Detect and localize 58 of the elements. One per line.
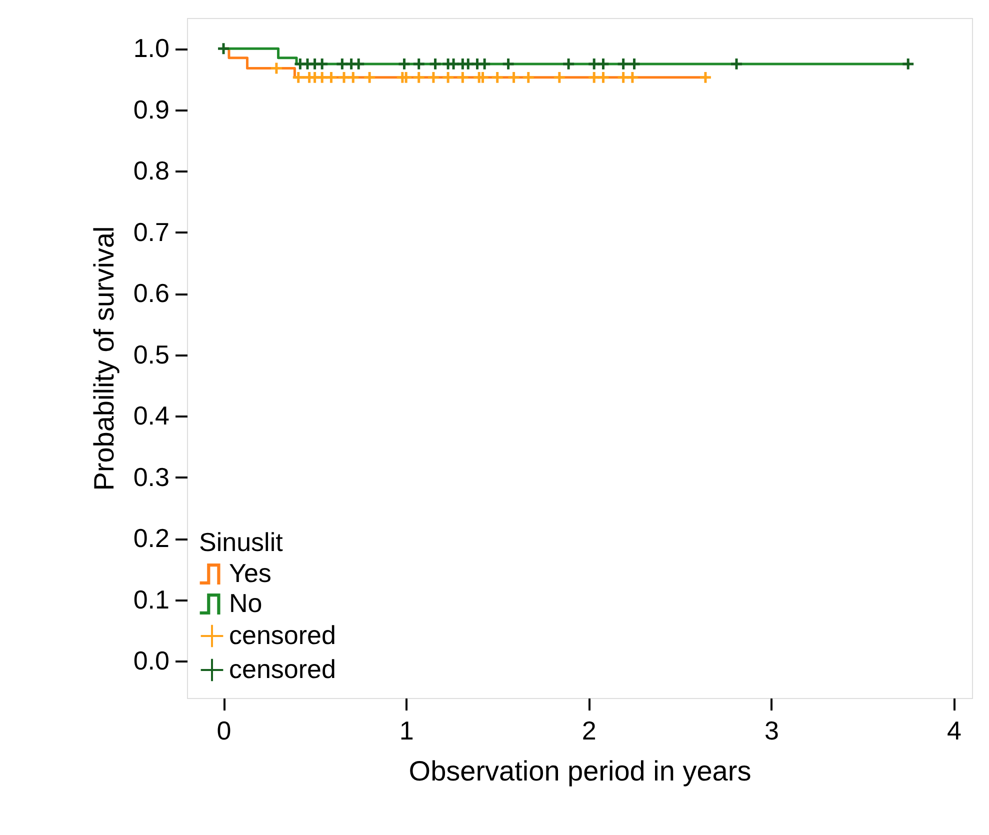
point bbox=[628, 57, 641, 71]
x-tick-label: 4 bbox=[947, 716, 962, 746]
point bbox=[476, 70, 490, 84]
point bbox=[730, 57, 744, 71]
point bbox=[616, 57, 630, 71]
x-tick-label: 2 bbox=[582, 716, 596, 746]
legend-label: No bbox=[229, 588, 262, 618]
x-tick-label: 1 bbox=[399, 716, 414, 746]
y-tick-label: 0.0 bbox=[133, 646, 170, 676]
x-axis-title: Observation period in years bbox=[408, 756, 752, 786]
point bbox=[456, 70, 470, 84]
point bbox=[587, 70, 601, 84]
legend-label: censored bbox=[229, 620, 336, 650]
point bbox=[346, 70, 360, 84]
point bbox=[502, 57, 516, 71]
point bbox=[352, 57, 366, 71]
y-axis-title: Probability of survival bbox=[88, 226, 120, 491]
point bbox=[426, 70, 440, 84]
point bbox=[335, 57, 349, 71]
point bbox=[399, 70, 413, 84]
point bbox=[292, 70, 306, 84]
legend-title: Sinuslit bbox=[199, 527, 284, 557]
point bbox=[522, 70, 536, 84]
y-tick-label: 0.7 bbox=[133, 216, 170, 247]
point bbox=[596, 70, 610, 84]
point bbox=[901, 57, 915, 71]
point bbox=[362, 70, 376, 84]
point bbox=[315, 57, 329, 71]
point bbox=[626, 70, 640, 84]
point bbox=[216, 42, 230, 56]
y-tick-label: 0.5 bbox=[133, 339, 170, 370]
y-tick-label: 0.4 bbox=[133, 400, 170, 431]
point bbox=[478, 57, 492, 71]
y-tick-label: 0.1 bbox=[133, 584, 170, 614]
x-tick-label: 3 bbox=[764, 716, 779, 746]
point bbox=[412, 70, 426, 84]
point bbox=[428, 57, 442, 71]
x-tick-label: 0 bbox=[216, 716, 232, 746]
point bbox=[562, 57, 576, 71]
point bbox=[552, 70, 566, 84]
point bbox=[507, 70, 521, 84]
point bbox=[587, 57, 601, 71]
point bbox=[698, 70, 712, 84]
point bbox=[270, 62, 284, 75]
y-tick-label: 1.0 bbox=[133, 33, 170, 64]
legend-label: Yes bbox=[229, 558, 272, 588]
point bbox=[441, 70, 455, 84]
point bbox=[596, 57, 610, 71]
y-tick-label: 0.2 bbox=[133, 523, 170, 554]
y-tick-label: 0.8 bbox=[133, 156, 170, 186]
y-tick-label: 0.9 bbox=[133, 94, 170, 124]
y-tick-label: 0.3 bbox=[133, 462, 170, 492]
point bbox=[398, 57, 411, 71]
point bbox=[324, 70, 338, 84]
point bbox=[490, 70, 504, 84]
legend-label: censored bbox=[229, 654, 336, 684]
point bbox=[412, 57, 426, 71]
y-tick-label: 0.6 bbox=[133, 278, 170, 308]
